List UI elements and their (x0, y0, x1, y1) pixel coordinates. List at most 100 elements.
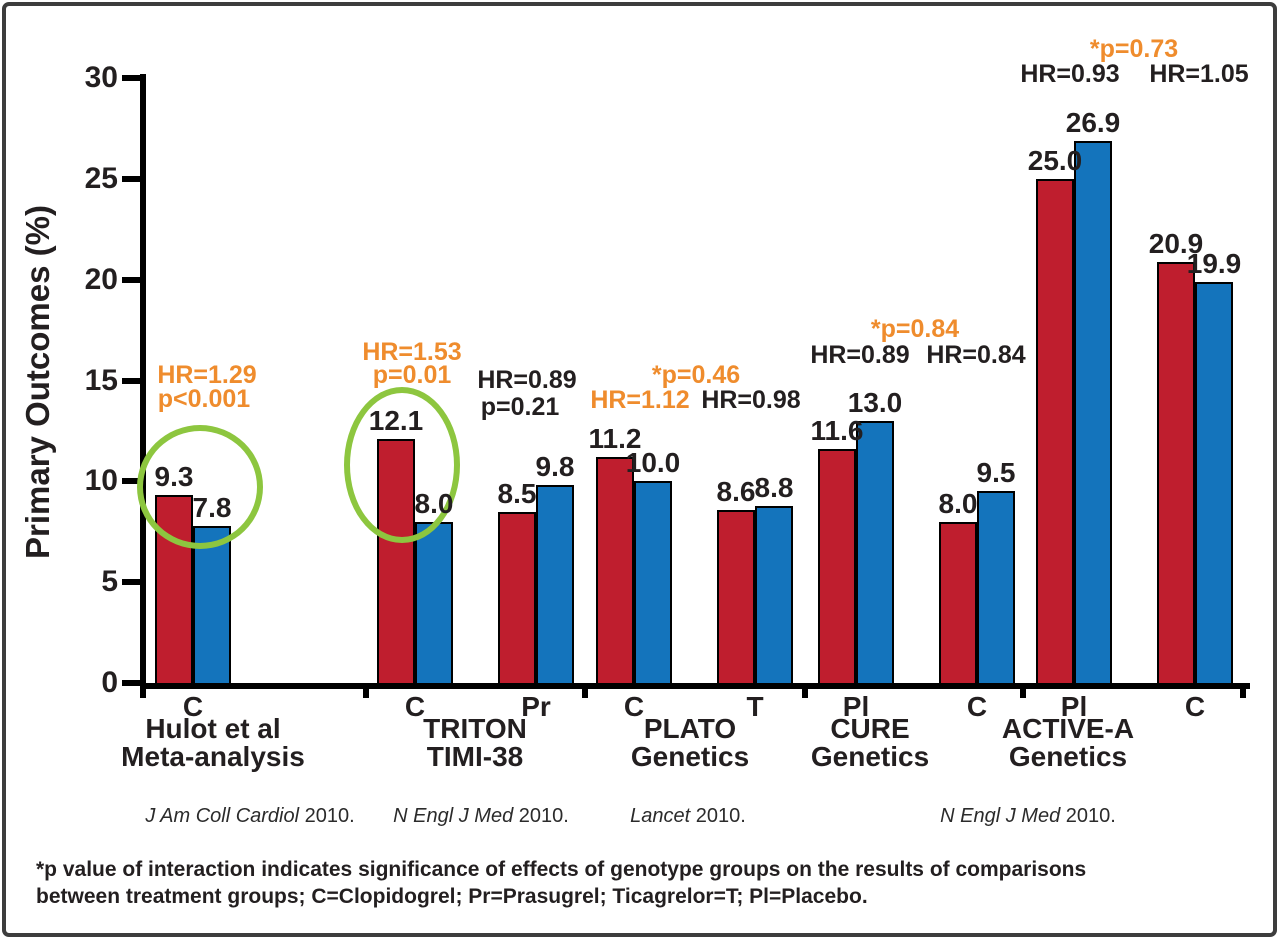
bar-blue (1195, 281, 1233, 686)
hr-annotation: p=0.21 (480, 393, 560, 421)
hr-annotation: p<0.001 (157, 385, 251, 413)
citation-journal: N Engl J Med (940, 805, 1061, 827)
footnote-line-2: between treatment groups; C=Clopidogrel;… (36, 885, 868, 908)
bar-value-label: 8.6 (716, 475, 756, 507)
x-axis-line (140, 683, 1250, 689)
treatment-letter: T (746, 691, 764, 722)
study-group-label: Hulot et al Meta-analysis (121, 715, 305, 771)
bar-value-label: 9.8 (535, 451, 575, 483)
bar-value-label: 26.9 (1065, 106, 1121, 138)
treatment-letter: Pl (1060, 691, 1088, 722)
hr-annotation: HR=1.05 (1149, 60, 1249, 88)
hr-annotation: *p=0.46 (651, 361, 741, 389)
bar-value-label: 20.9 (1148, 227, 1204, 259)
study-group-label-line: ACTIVE-A (1001, 713, 1135, 744)
study-group-label-line: Meta-analysis (121, 741, 305, 772)
bar-red (498, 511, 536, 686)
hr-annotation: p=0.01 (372, 361, 452, 389)
hr-annotation: HR=1.53 (362, 338, 462, 366)
hr-annotation: HR=0.93 (1020, 60, 1120, 88)
bar-value-label: 9.5 (976, 457, 1016, 489)
study-group-label: ACTIVE-A Genetics (1002, 715, 1134, 771)
bar-value-label: 9.3 (154, 461, 194, 493)
bar-value-label: 11.6 (810, 415, 864, 447)
y-tick (122, 680, 141, 686)
y-tick-label: 10 (84, 464, 118, 498)
hr-annotation: *p=0.73 (1089, 35, 1179, 63)
footnote: *p value of interaction indicates signif… (36, 856, 1268, 910)
footnote-line-1: *p value of interaction indicates signif… (36, 858, 1087, 881)
bar-value-label: 10.0 (625, 447, 681, 479)
hr-annotation: HR=1.29 (157, 361, 257, 389)
bar-value-label: 13.0 (847, 386, 903, 418)
group-divider-tick (363, 683, 369, 698)
group-divider-tick (582, 683, 588, 698)
group-divider-tick (1240, 683, 1246, 698)
treatment-letter: C (623, 691, 645, 722)
bar-red (939, 521, 977, 686)
bar-blue (415, 521, 453, 686)
bar-value-label: 8.0 (414, 487, 454, 519)
bar-red (1036, 178, 1074, 686)
study-group-label-line: Genetics (810, 741, 930, 772)
treatment-letter: C (404, 691, 426, 722)
bar-blue (1074, 140, 1112, 686)
bar-red (717, 509, 755, 686)
treatment-letter: Pl (842, 691, 870, 722)
bar-blue (977, 491, 1015, 686)
study-group-label-line: CURE (830, 713, 910, 744)
study-group-label-line: Genetics (630, 741, 750, 772)
treatment-letter: C (1184, 691, 1206, 722)
bar-value-label: 8.8 (754, 471, 794, 503)
treatment-letter: C (966, 691, 988, 722)
y-tick (122, 175, 141, 182)
bar-blue (856, 420, 894, 686)
bar-value-label: 8.0 (938, 487, 978, 519)
citation-journal: J Am Coll Cardiol (145, 805, 300, 827)
study-group-label-line: TRITON (423, 713, 527, 744)
y-tick (122, 75, 141, 81)
bar-value-label: 8.5 (497, 477, 537, 509)
hr-annotation: HR=0.89 (477, 366, 577, 394)
citation: J Am Coll Cardiol 2010. (145, 805, 355, 827)
bar-blue (536, 485, 574, 686)
bar-red (596, 457, 634, 686)
bar-red (818, 449, 856, 686)
study-group-label-line: PLATO (643, 713, 737, 744)
hr-annotation: HR=0.98 (701, 386, 801, 414)
hr-annotation: HR=1.12 (590, 386, 690, 414)
y-tick (122, 579, 141, 586)
study-group-label-line: Genetics (1008, 741, 1128, 772)
bar-red (1157, 261, 1195, 686)
bar-blue (634, 481, 672, 686)
citation: Lancet 2010. (630, 805, 746, 827)
citation-journal: N Engl J Med (393, 805, 514, 827)
study-group-label: TRITON TIMI-38 (423, 715, 527, 771)
bar-blue (193, 525, 231, 686)
hr-annotation: HR=0.84 (926, 341, 1026, 369)
hr-annotation: HR=0.89 (810, 341, 910, 369)
highlight-circle (344, 387, 460, 543)
bar-value-label: 7.8 (192, 491, 232, 523)
bar-value-label: 25.0 (1027, 144, 1083, 176)
study-group-label: PLATO Genetics (631, 715, 749, 771)
study-group-label-line: Hulot et al (145, 713, 281, 744)
y-tick (122, 276, 141, 283)
study-group-label-line: TIMI-38 (426, 741, 524, 772)
y-axis-line (140, 74, 146, 698)
hr-annotation: *p=0.84 (870, 315, 960, 343)
bar-value-label: 12.1 (368, 404, 424, 436)
y-tick-label: 25 (84, 161, 118, 195)
highlight-circle (137, 425, 263, 549)
bar-value-label: 19.9 (1186, 247, 1242, 279)
y-tick-label: 30 (84, 61, 118, 94)
group-divider-tick (802, 683, 808, 698)
treatment-letter: Pr (521, 691, 551, 722)
citation: N Engl J Med 2010. (940, 805, 1116, 827)
bar-blue (755, 505, 793, 686)
y-tick-label: 15 (84, 363, 118, 397)
citation: N Engl J Med 2010. (393, 805, 569, 827)
bar-value-label: 11.2 (588, 423, 642, 455)
y-tick (122, 377, 141, 384)
